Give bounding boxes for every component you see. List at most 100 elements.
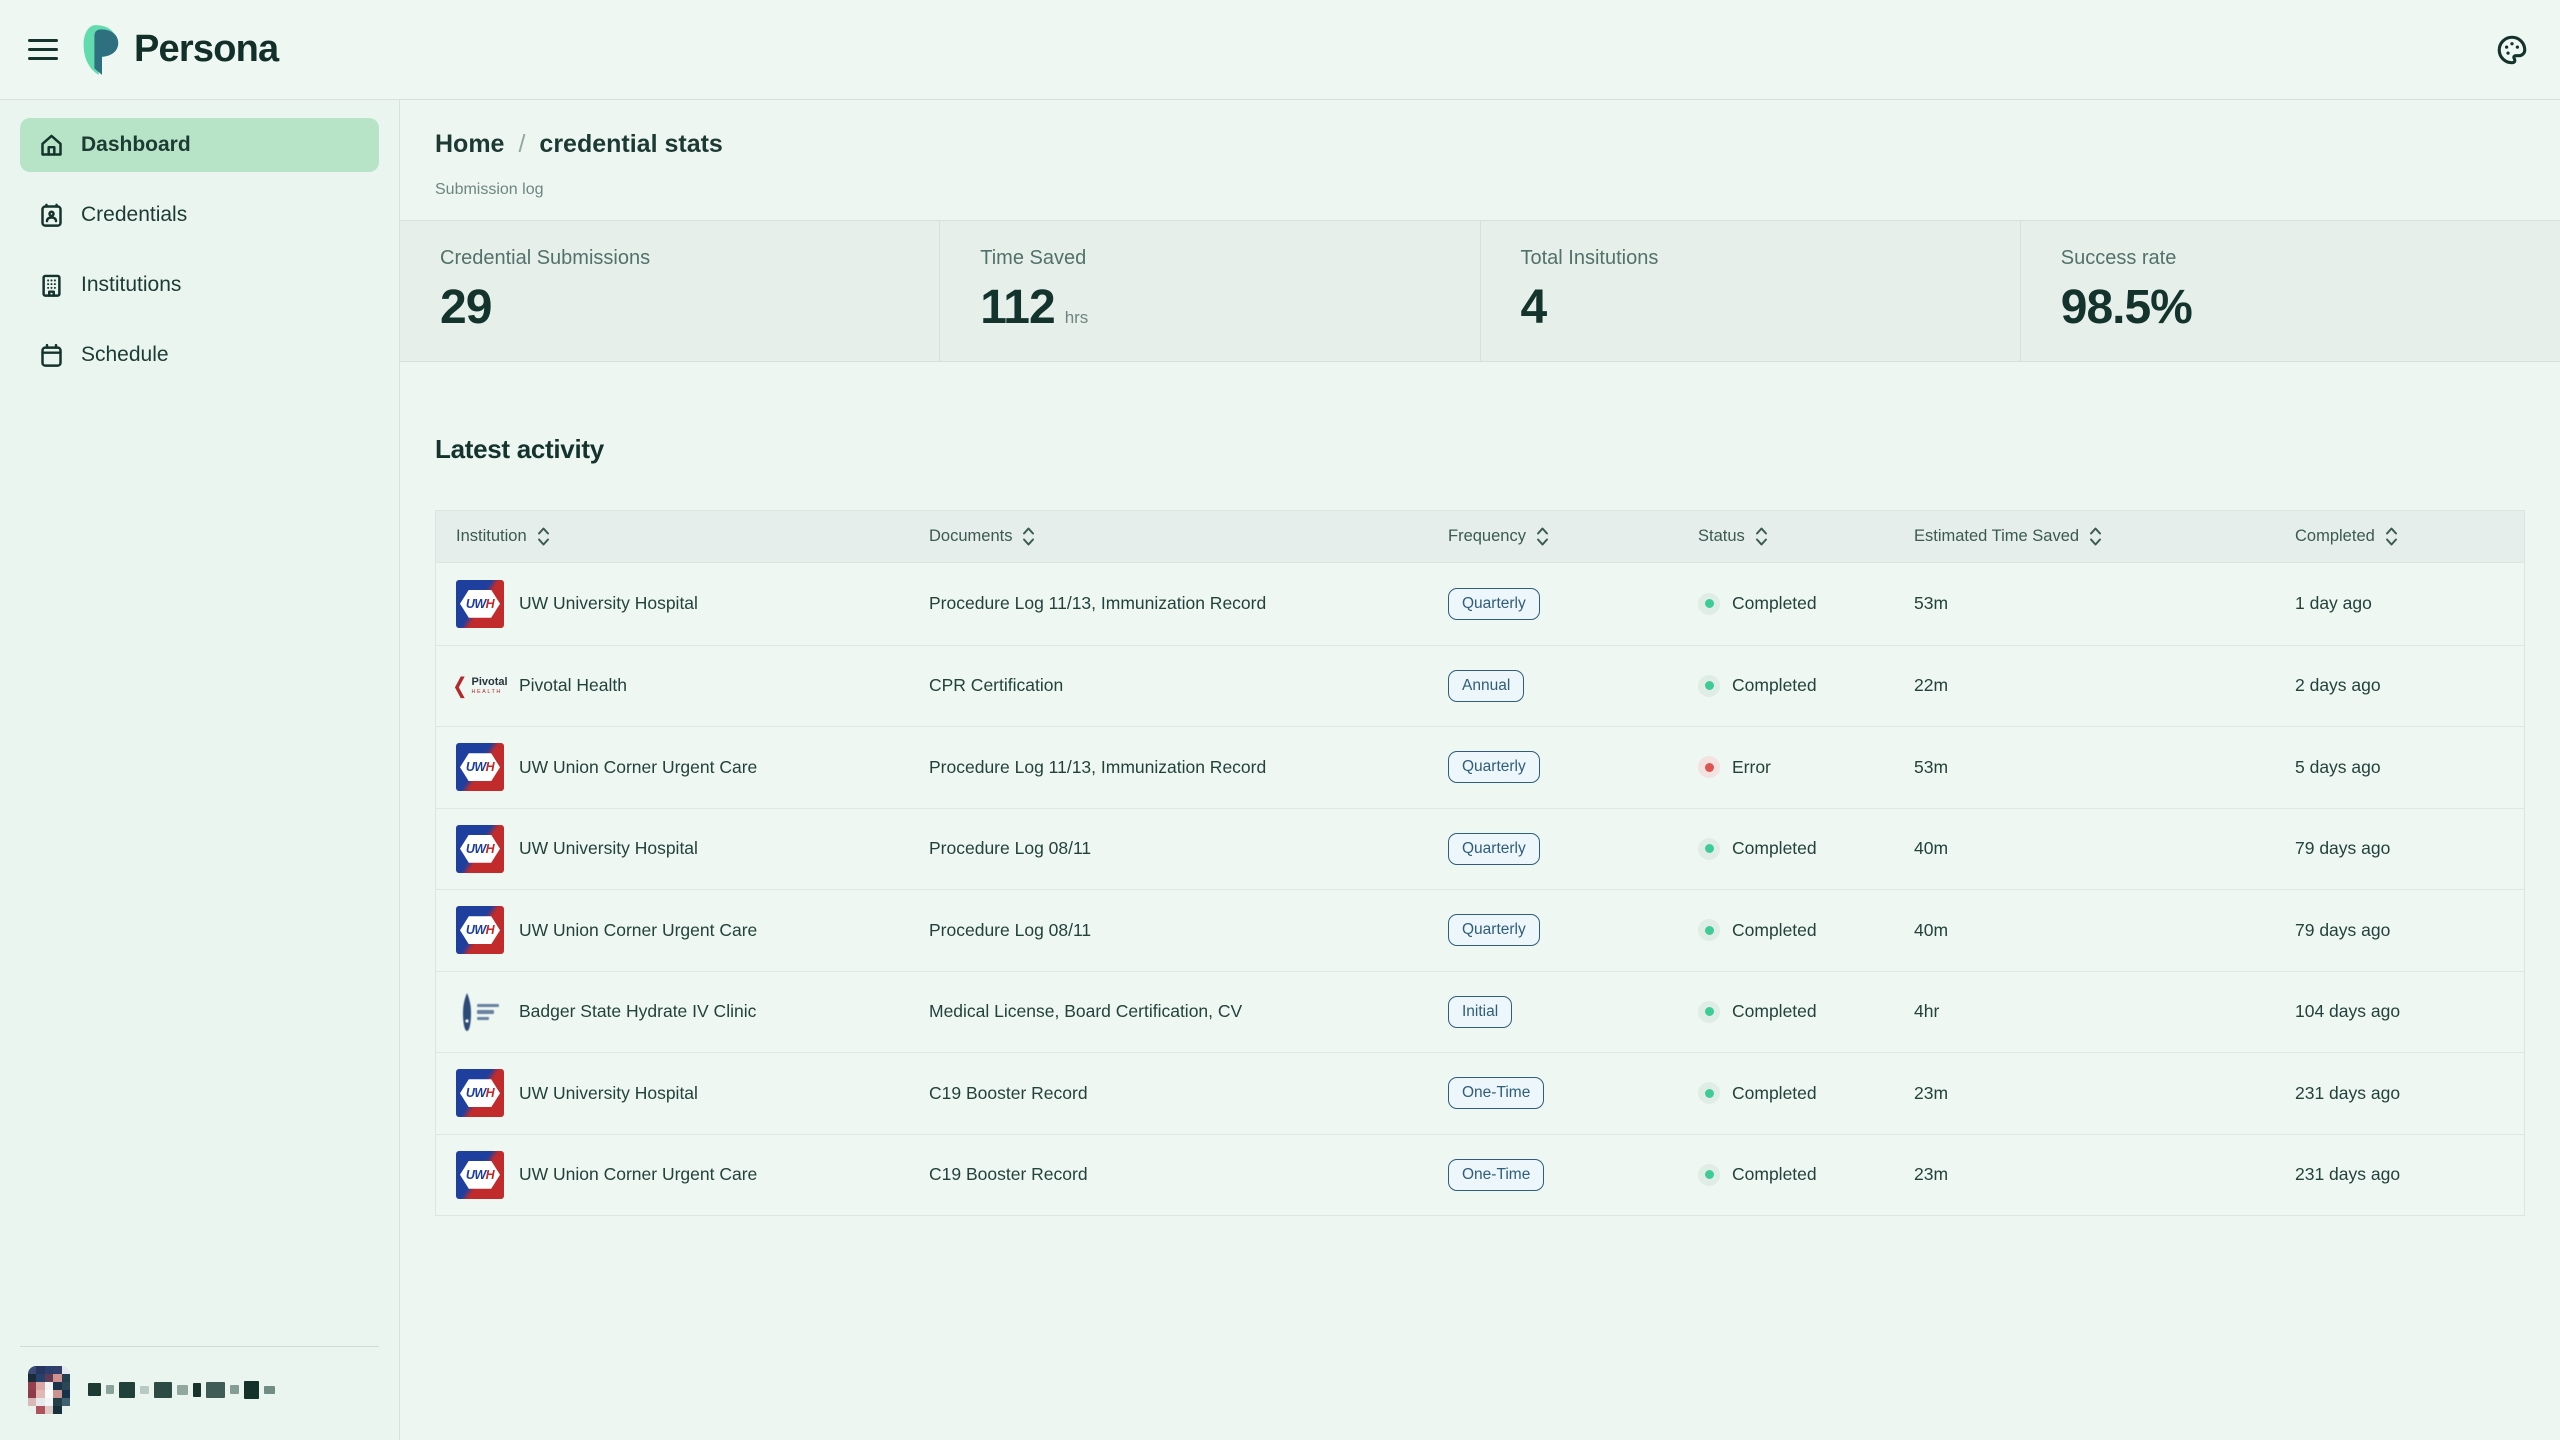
institution-name: Badger State Hydrate IV Clinic — [519, 1001, 757, 1022]
institution-logo: UWH — [456, 743, 504, 792]
frequency-badge: Initial — [1448, 995, 1513, 1028]
time-saved-cell: 22m — [1914, 675, 1949, 696]
frequency-badge: One-Time — [1448, 1158, 1545, 1191]
sidebar-item-credentials[interactable]: Credentials — [20, 188, 379, 242]
stat-value: 112 — [980, 281, 1055, 334]
page-subtitle: Submission log — [435, 181, 544, 198]
time-saved-cell: 40m — [1914, 919, 1949, 940]
sidebar-item-label: Dashboard — [81, 133, 191, 156]
stat-label: Credential Submissions — [440, 247, 651, 269]
institution-logo: UWH — [456, 1150, 504, 1199]
breadcrumb-home[interactable]: Home — [435, 130, 505, 158]
user-avatar-pixelated — [28, 1365, 70, 1414]
menu-icon[interactable] — [28, 35, 58, 64]
calendar-icon — [41, 343, 62, 367]
frequency-badge: Quarterly — [1448, 587, 1540, 620]
institution-logo: UWH — [456, 906, 504, 955]
status-dot-icon — [1698, 756, 1720, 779]
sort-icon — [2089, 527, 2102, 546]
institution-name: UW Union Corner Urgent Care — [519, 919, 758, 940]
institution-logo: ❮ Pivotal HEALTH — [452, 673, 508, 698]
palette-icon[interactable] — [2492, 30, 2532, 70]
institution-name: UW University Hospital — [519, 593, 698, 614]
column-header-status[interactable]: Status — [1698, 527, 1914, 546]
stat-label: Total Insitutions — [1520, 247, 1659, 269]
sidebar-item-dashboard[interactable]: Dashboard — [20, 118, 379, 172]
time-saved-cell: 4hr — [1914, 1001, 1940, 1022]
documents-cell: Medical License, Board Certification, CV — [929, 1001, 1243, 1022]
breadcrumb-current: credential stats — [539, 130, 723, 158]
documents-cell: Procedure Log 11/13, Immunization Record — [929, 593, 1267, 614]
sidebar-item-institutions[interactable]: Institutions — [20, 258, 379, 312]
column-header-institution[interactable]: Institution — [436, 527, 929, 546]
status-dot-icon — [1698, 1082, 1720, 1105]
brand-logo[interactable]: Persona — [80, 24, 279, 76]
institution-logo — [456, 988, 504, 1036]
time-saved-cell: 23m — [1914, 1082, 1949, 1103]
documents-cell: CPR Certification — [929, 675, 1064, 696]
institution-name: UW Union Corner Urgent Care — [519, 756, 758, 777]
sort-icon — [537, 527, 550, 546]
sidebar-item-label: Credentials — [81, 203, 188, 226]
time-saved-cell: 40m — [1914, 838, 1949, 859]
frequency-badge: One-Time — [1448, 1077, 1545, 1110]
institution-name: Pivotal Health — [519, 675, 627, 696]
table-row[interactable]: Badger State Hydrate IV Clinic Medical L… — [436, 970, 2524, 1053]
completed-cell: 2 days ago — [2295, 675, 2381, 696]
institution-logo: UWH — [456, 824, 504, 873]
breadcrumb: Home / credential stats Submission log — [400, 100, 2560, 199]
status-cell: Completed — [1698, 919, 1914, 942]
sidebar-user-section[interactable] — [20, 1346, 379, 1440]
stat-success-rate: Success rate 98.5% — [2019, 221, 2560, 361]
section-title: Latest activity — [435, 434, 604, 464]
documents-cell: C19 Booster Record — [929, 1164, 1088, 1185]
frequency-badge: Quarterly — [1448, 832, 1540, 865]
frequency-badge: Quarterly — [1448, 914, 1540, 947]
status-cell: Completed — [1698, 837, 1914, 860]
institution-name: UW University Hospital — [519, 838, 698, 859]
stat-time-saved: Time Saved 112 hrs — [939, 221, 1479, 361]
main-content: Home / credential stats Submission log C… — [400, 100, 2560, 1440]
column-header-documents[interactable]: Documents — [929, 527, 1448, 546]
time-saved-cell: 53m — [1914, 756, 1949, 777]
status-cell: Error — [1698, 756, 1914, 779]
frequency-badge: Quarterly — [1448, 751, 1540, 784]
documents-cell: Procedure Log 08/11 — [929, 838, 1092, 859]
table-row[interactable]: ❮ Pivotal HEALTH Pivotal Health CPR Certif… — [436, 644, 2524, 727]
activity-table: Institution Documents — [435, 510, 2525, 1216]
completed-cell: 104 days ago — [2295, 1001, 2401, 1022]
sort-icon — [1755, 527, 1768, 546]
frequency-badge: Annual — [1448, 669, 1525, 702]
home-icon — [41, 134, 62, 156]
documents-cell: Procedure Log 08/11 — [929, 919, 1092, 940]
breadcrumb-separator: / — [518, 130, 526, 158]
table-row[interactable]: UWH UW Union Corner Urgent Care Procedur… — [436, 726, 2524, 808]
stats-band: Credential Submissions 29 Time Saved 112… — [400, 220, 2560, 362]
column-header-estimated-time-saved[interactable]: Estimated Time Saved — [1914, 527, 2295, 546]
table-row[interactable]: UWH UW University Hospital Procedure Log… — [436, 807, 2524, 890]
stat-value: 4 — [1520, 281, 1548, 334]
column-header-frequency[interactable]: Frequency — [1448, 527, 1698, 546]
table-row[interactable]: UWH UW University Hospital Procedure Log… — [436, 563, 2524, 645]
sidebar-item-label: Schedule — [81, 343, 169, 366]
stat-label: Success rate — [2060, 247, 2177, 269]
table-row[interactable]: UWH UW Union Corner Urgent Care Procedur… — [436, 889, 2524, 971]
completed-cell: 79 days ago — [2295, 838, 2391, 859]
sidebar: Dashboard Credentials — [0, 100, 400, 1440]
institution-name: UW University Hospital — [519, 1082, 698, 1103]
completed-cell: 79 days ago — [2295, 919, 2391, 940]
sidebar-item-schedule[interactable]: Schedule — [20, 328, 379, 382]
completed-cell: 231 days ago — [2295, 1164, 2401, 1185]
column-header-completed[interactable]: Completed — [2295, 527, 2524, 546]
sort-icon — [1022, 527, 1035, 546]
id-card-icon — [41, 203, 62, 227]
status-cell: Completed — [1698, 592, 1914, 615]
table-row[interactable]: UWH UW Union Corner Urgent Care C19 Boos… — [436, 1133, 2524, 1216]
sidebar-item-label: Institutions — [81, 273, 182, 296]
stat-unit: hrs — [1064, 308, 1089, 327]
completed-cell: 1 day ago — [2295, 593, 2372, 614]
sort-icon — [1536, 527, 1549, 546]
table-row[interactable]: UWH UW University Hospital C19 Booster R… — [436, 1052, 2524, 1134]
user-name-redacted — [88, 1380, 275, 1399]
stat-label: Time Saved — [980, 247, 1087, 269]
